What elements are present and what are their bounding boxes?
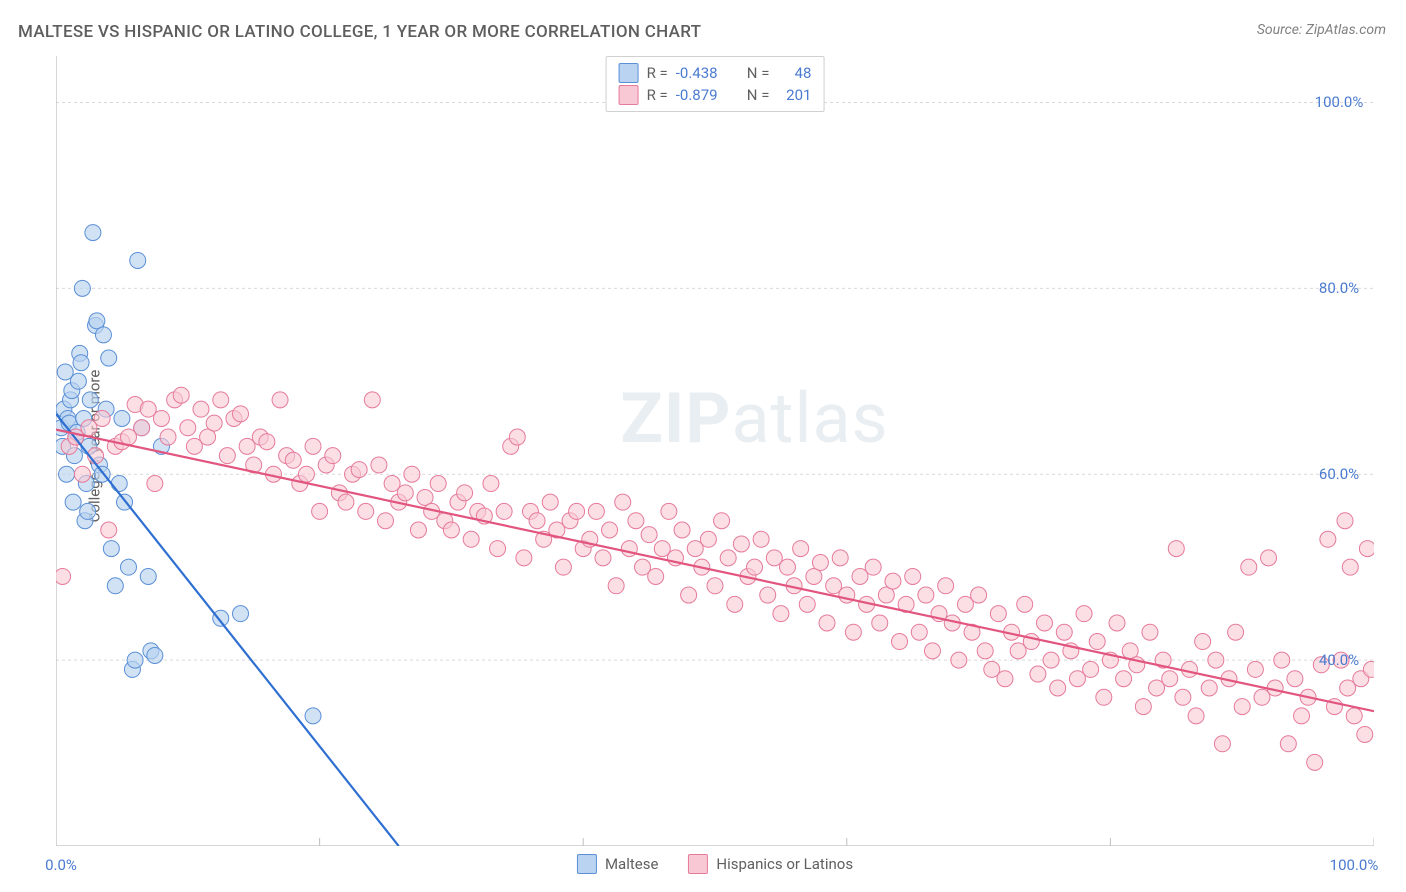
y-tick-label: 60.0% (1319, 465, 1359, 483)
x-tick-label: 100.0% (1330, 856, 1379, 874)
y-tick-label: 80.0% (1319, 279, 1359, 297)
legend-swatch (619, 63, 639, 83)
legend-swatch (619, 85, 639, 105)
legend-r-value: -0.879 (676, 84, 731, 106)
legend-top: R = -0.438 N = 48 R = -0.879 N = 201 (606, 56, 825, 112)
legend-bottom: Maltese Hispanics or Latinos (577, 854, 853, 874)
legend-n-label: N = (747, 62, 770, 84)
legend-bottom-item: Maltese (577, 854, 658, 874)
plot-svg (56, 56, 1374, 846)
plot-area: ZIPatlas R =-0.438N =48R =-0.879N =201 M… (56, 56, 1374, 846)
legend-r-label: R = (647, 62, 668, 84)
legend-bottom-item: Hispanics or Latinos (688, 854, 853, 874)
legend-r-label: R = (647, 84, 668, 106)
legend-r-value: -0.438 (676, 62, 731, 84)
legend-n-label: N = (747, 84, 770, 106)
legend-top-row: R = -0.879 N = 201 (619, 84, 812, 106)
y-tick-label: 40.0% (1319, 651, 1359, 669)
legend-n-value: 201 (777, 84, 811, 106)
legend-swatch (577, 854, 597, 874)
chart-title: MALTESE VS HISPANIC OR LATINO COLLEGE, 1… (18, 22, 701, 42)
legend-series-name: Hispanics or Latinos (716, 855, 853, 873)
legend-series-name: Maltese (605, 855, 658, 873)
source-attribution: Source: ZipAtlas.com (1257, 22, 1386, 38)
legend-top-row: R = -0.438 N = 48 (619, 62, 812, 84)
x-tick-label: 0.0% (45, 856, 77, 874)
legend-n-value: 48 (777, 62, 811, 84)
legend-swatch (688, 854, 708, 874)
chart-container: MALTESE VS HISPANIC OR LATINO COLLEGE, 1… (0, 0, 1406, 892)
y-tick-label: 100.0% (1315, 93, 1364, 111)
